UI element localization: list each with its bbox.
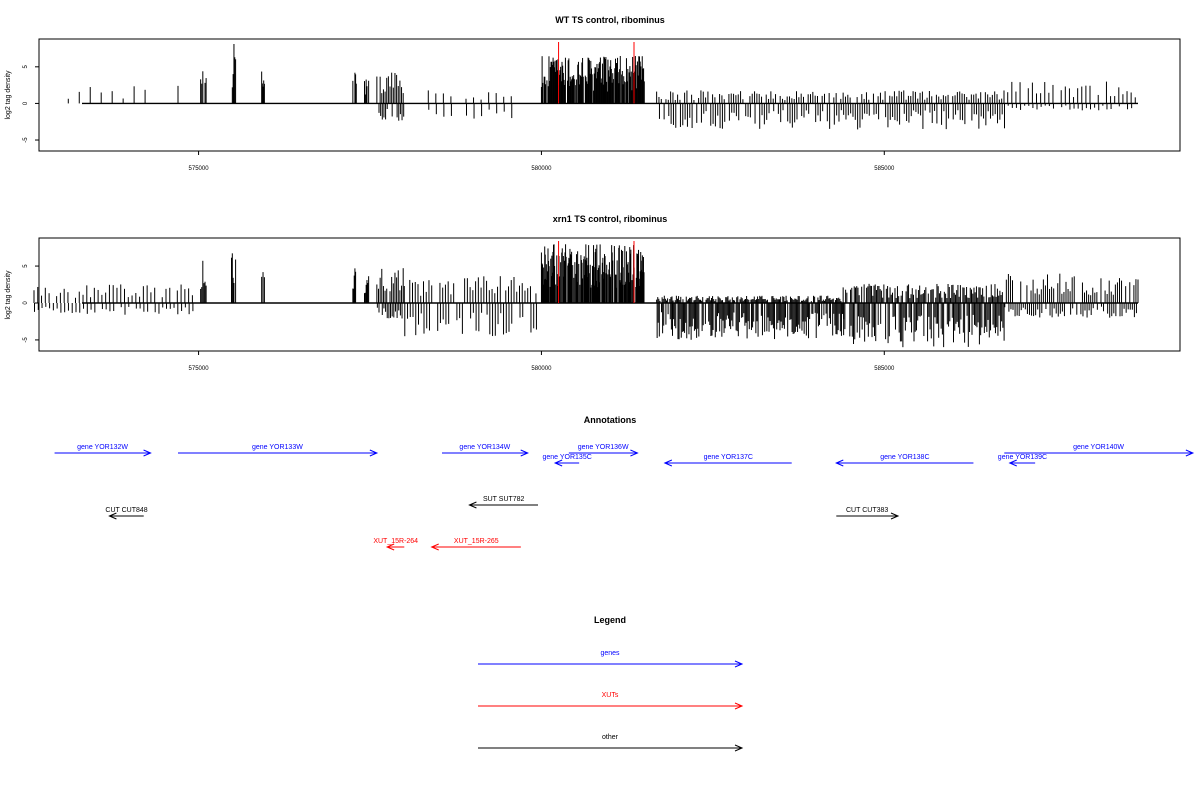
x-tick-label: 585000: [874, 166, 895, 172]
panel-title: WT TS control, ribominus: [555, 15, 665, 25]
annotation-genes: [568, 449, 639, 457]
y-tick-label: -5: [23, 337, 29, 343]
annotation-label: XUT_15R-265: [454, 538, 499, 545]
annotation-genes: [1008, 459, 1036, 467]
annotation-label: gene YOR137C: [704, 454, 753, 461]
annotation-label: gene YOR135C: [542, 454, 591, 461]
legend-label: XUTs: [602, 692, 619, 699]
y-tick-label: 5: [23, 64, 29, 68]
legend-panel: Legend genes XUTs other: [478, 615, 744, 752]
annotation-genes: [54, 449, 152, 457]
annotation-label: gene YOR139C: [998, 454, 1047, 461]
x-tick-label: 575000: [189, 166, 210, 172]
axes: 575000 580000 585000 -5 0 5: [23, 64, 895, 172]
x-tick-label: 580000: [531, 166, 552, 172]
annotations-panel: Annotations gene YOR132W gene YOR133W gene…: [54, 415, 1195, 551]
legend-label: other: [602, 734, 619, 741]
annotation-genes: [835, 459, 974, 467]
plot-frame: [38, 38, 1181, 152]
legend-arrow: [478, 702, 744, 710]
track-panel-wt: WT TS control, ribominus 575000 580000 585…: [5, 15, 1181, 172]
annotation-label: gene YOR140W: [1073, 444, 1124, 451]
annotations-title: Annotations: [584, 415, 637, 425]
annotation-XUTs: [430, 543, 521, 551]
y-axis-label: log2 tag density: [5, 70, 12, 120]
track-panel-xrn1: xrn1 TS control, ribominus 575000 580000 5…: [5, 214, 1181, 372]
y-axis-label: log2 tag density: [5, 270, 12, 320]
annotation-genes: [663, 459, 792, 467]
x-tick-label: 575000: [189, 366, 210, 372]
legend-title: Legend: [594, 615, 626, 625]
signal-bars: [67, 44, 1138, 130]
annotation-label: XUT_15R-264: [373, 538, 418, 545]
region-markers: [558, 241, 635, 303]
y-tick-label: -5: [23, 137, 29, 143]
annotation-other: [468, 501, 538, 509]
x-tick-label: 585000: [874, 366, 895, 372]
legend-label: genes: [600, 650, 620, 657]
x-tick-label: 580000: [531, 366, 552, 372]
annotation-label: gene YOR138C: [880, 454, 929, 461]
annotation-XUTs: [385, 543, 405, 551]
signal-bars: [33, 244, 1139, 348]
annotation-genes: [442, 449, 529, 457]
annotation-genes: [178, 449, 379, 457]
legend-arrow: [478, 660, 744, 668]
axes: 575000 580000 585000 -5 0 5: [23, 264, 895, 372]
y-tick-label: 0: [23, 301, 29, 305]
plot-frame: [38, 237, 1181, 352]
y-tick-label: 0: [23, 101, 29, 105]
annotation-label: gene YOR133W: [252, 444, 303, 451]
annotation-label: CUT CUT383: [846, 507, 888, 514]
annotation-label: SUT SUT782: [483, 496, 525, 503]
region-markers: [558, 42, 635, 104]
annotation-label: CUT CUT848: [105, 507, 147, 514]
annotation-label: gene YOR132W: [77, 444, 128, 451]
annotation-other: [836, 512, 900, 520]
panel-title: xrn1 TS control, ribominus: [553, 214, 668, 224]
y-tick-label: 5: [23, 264, 29, 268]
legend-items: genes XUTs other: [478, 650, 744, 752]
legend-arrow: [478, 744, 744, 752]
annotation-label: gene YOR134W: [459, 444, 510, 451]
annotation-genes: [1004, 449, 1195, 457]
annotation-other: [108, 512, 144, 520]
annotation-label: gene YOR136W: [578, 444, 629, 451]
annotation-genes: [553, 459, 580, 467]
annotation-features: gene YOR132W gene YOR133W gene YOR134W gene…: [54, 444, 1195, 551]
